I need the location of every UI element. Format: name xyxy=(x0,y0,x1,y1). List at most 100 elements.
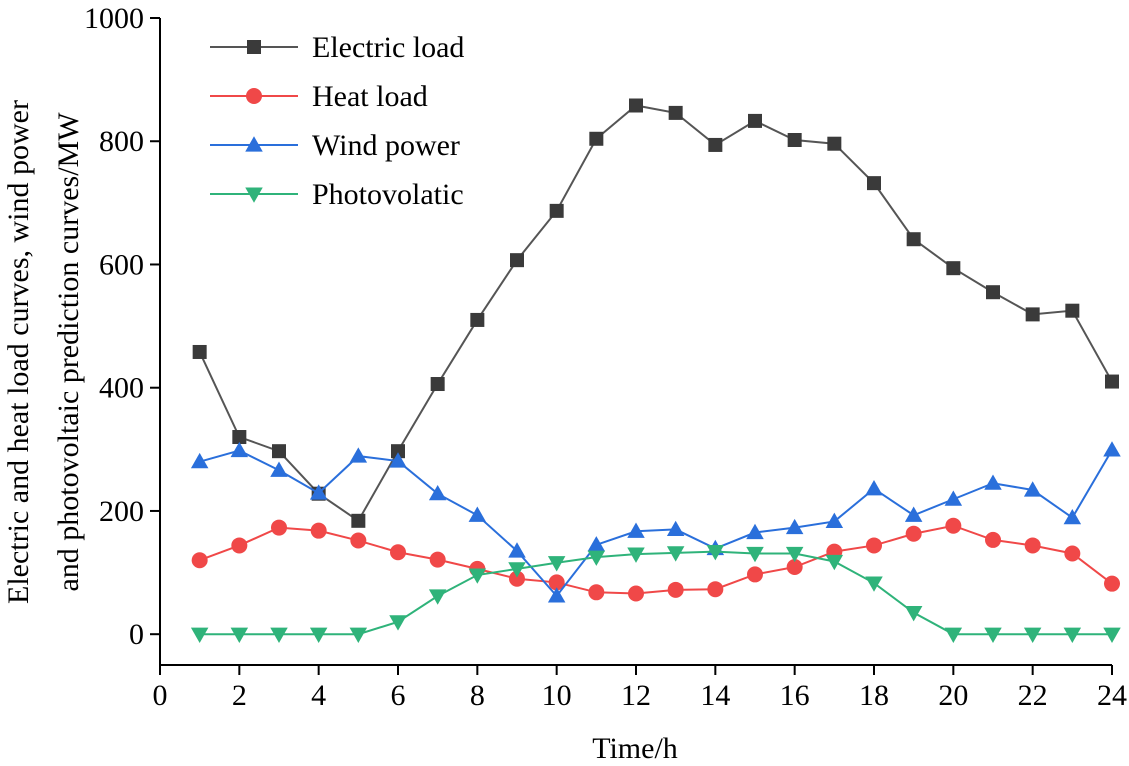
x-tick-label: 2 xyxy=(232,679,247,712)
data-point xyxy=(785,518,804,535)
data-point xyxy=(547,556,566,572)
y-tick-label: 600 xyxy=(99,248,144,281)
series-heat-load xyxy=(191,517,1120,602)
data-point xyxy=(510,253,524,268)
data-point xyxy=(944,490,963,506)
legend-label: Wind power xyxy=(312,129,460,162)
data-point xyxy=(1024,537,1041,554)
data-point xyxy=(271,519,287,536)
data-point xyxy=(1065,303,1080,318)
x-tick-label: 12 xyxy=(621,679,651,712)
x-tick-label: 18 xyxy=(859,679,889,712)
legend-marker xyxy=(245,187,263,203)
data-point xyxy=(746,523,764,540)
x-tick-label: 10 xyxy=(542,679,572,712)
data-point xyxy=(190,452,209,469)
y-tick-label: 800 xyxy=(99,125,144,158)
data-point xyxy=(1023,481,1042,497)
data-point xyxy=(787,133,802,148)
data-point xyxy=(468,506,487,522)
x-axis-title: Time/h xyxy=(592,732,678,765)
x-tick-label: 6 xyxy=(391,679,406,712)
data-point xyxy=(1063,627,1082,643)
data-point xyxy=(588,584,605,601)
data-point xyxy=(192,344,207,359)
data-point xyxy=(1103,627,1121,643)
data-point xyxy=(825,512,844,528)
data-point xyxy=(707,581,724,598)
data-point xyxy=(1063,508,1082,525)
data-point xyxy=(666,520,685,537)
data-point xyxy=(1104,575,1120,592)
data-point xyxy=(389,452,407,468)
x-tick-label: 24 xyxy=(1097,679,1127,712)
data-point xyxy=(270,461,288,477)
series-line xyxy=(199,449,1113,598)
data-point xyxy=(272,444,286,459)
data-point xyxy=(430,377,445,392)
data-point xyxy=(668,105,683,120)
y-tick-label: 0 xyxy=(129,618,144,651)
data-point xyxy=(905,525,922,542)
data-point xyxy=(349,447,368,463)
data-point xyxy=(984,474,1002,490)
data-point xyxy=(270,627,288,643)
series-line xyxy=(198,104,1113,523)
legend: Electric load Heat load Wind power Photovol… xyxy=(210,31,464,211)
data-point xyxy=(391,444,405,459)
data-point xyxy=(231,537,248,554)
data-point xyxy=(350,532,367,549)
data-point xyxy=(747,566,763,583)
data-point xyxy=(428,589,447,605)
data-point xyxy=(985,531,1001,548)
data-point xyxy=(627,522,645,538)
data-point xyxy=(309,484,328,500)
data-point xyxy=(708,137,723,152)
y-axis-title-line-1: Electric and heat load curves, wind powe… xyxy=(2,100,35,604)
data-point xyxy=(786,559,803,576)
data-point xyxy=(468,568,487,584)
data-point xyxy=(587,536,606,552)
data-point xyxy=(906,232,921,247)
legend-entry: Photovolatic xyxy=(210,178,464,211)
data-point xyxy=(1025,307,1040,322)
data-point xyxy=(587,550,606,566)
data-point xyxy=(509,570,525,587)
series-layer xyxy=(190,98,1121,643)
data-point xyxy=(351,513,366,528)
data-point xyxy=(470,312,485,327)
legend-marker xyxy=(245,136,263,152)
x-tick-label: 4 xyxy=(311,679,326,712)
legend-entry: Electric load xyxy=(210,31,464,64)
legend-entry: Heat load xyxy=(210,80,428,113)
data-point xyxy=(904,506,923,522)
y-tick-label: 200 xyxy=(99,495,144,528)
x-tick-label: 8 xyxy=(470,679,485,712)
legend-label: Photovolatic xyxy=(312,178,464,211)
series-photovolatic xyxy=(190,545,1121,643)
data-point xyxy=(1103,441,1121,457)
legend-marker xyxy=(247,40,261,54)
data-point xyxy=(825,554,844,571)
series-line xyxy=(199,550,1112,636)
data-point xyxy=(667,581,684,598)
x-tick-label: 20 xyxy=(938,679,968,712)
data-point xyxy=(984,627,1002,643)
data-point xyxy=(866,537,882,554)
data-point xyxy=(191,552,208,569)
data-point xyxy=(986,285,1000,300)
x-tick-label: 22 xyxy=(1018,679,1048,712)
legend-entry: Wind power xyxy=(210,129,460,162)
x-tick-label: 16 xyxy=(780,679,810,712)
data-point xyxy=(946,261,961,276)
data-point xyxy=(1023,627,1042,643)
data-point xyxy=(746,546,764,563)
data-point xyxy=(547,587,566,603)
data-point xyxy=(904,606,923,622)
data-point xyxy=(230,627,249,643)
data-point xyxy=(190,627,209,643)
data-point xyxy=(827,136,842,151)
data-point xyxy=(867,176,881,191)
x-tick-label: 0 xyxy=(153,679,168,712)
